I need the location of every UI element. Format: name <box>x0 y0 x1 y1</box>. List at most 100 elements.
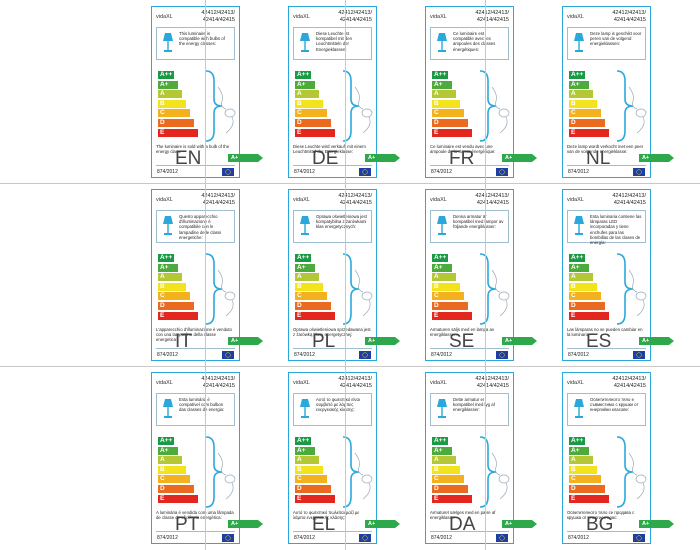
sold-with-text: Αυτό το φωτιστικό πωλείται μαζί με λάμπα… <box>293 510 360 521</box>
language-code: SE <box>449 331 475 352</box>
energy-class-bar: A <box>569 273 593 282</box>
regulation-number: 874/2012 <box>431 535 452 541</box>
energy-class-bar: A+ <box>158 446 178 455</box>
energy-class-bar: B <box>295 282 323 291</box>
label-cell-en: vidaXL 42412/42413/ 42414/42415 This lum… <box>75 0 263 183</box>
bulb-icon <box>628 269 647 317</box>
model-line-2: 42414/42415 <box>476 199 509 206</box>
grid-divider <box>485 0 486 550</box>
model-line-1: 42412/42413/ <box>475 193 509 199</box>
energy-class-bar: B <box>432 282 460 291</box>
compatibility-text: Осветителното тяло е съвместимо с крушки… <box>590 397 639 413</box>
compatibility-text: Questo apparecchio d'illuminazione è com… <box>179 214 222 240</box>
sold-class-label: A+ <box>639 337 669 345</box>
lamp-icon <box>437 216 447 235</box>
compatibility-box: Αυτό το φωτιστικό είναι συμβατό με λάμπε… <box>293 393 372 426</box>
model-line-2: 42414/42415 <box>613 382 646 389</box>
energy-class-bar: A++ <box>158 437 174 445</box>
lamp-icon <box>437 399 447 418</box>
energy-class-bar: D <box>569 302 605 310</box>
label-header: vidaXL 42412/42413/ 42414/42415 <box>156 10 235 26</box>
energy-class-bar: D <box>158 485 194 493</box>
energy-class-bar: C <box>569 109 601 118</box>
sold-with-text: Deze lamp wordt verkocht met een peer va… <box>567 144 644 155</box>
energy-class-bar: A <box>432 90 456 99</box>
lamp-icon <box>574 399 584 418</box>
energy-class-bar: C <box>158 292 190 301</box>
language-code: NL <box>586 148 611 169</box>
bulb-icon <box>491 86 510 134</box>
brand-name: vidaXL <box>293 14 310 20</box>
energy-class-bar: A+ <box>432 446 452 455</box>
energy-class-bar: E <box>569 128 609 137</box>
energy-class-bar: E <box>158 311 198 320</box>
model-line-2: 42414/42415 <box>202 382 235 389</box>
model-line-1: 42412/42413/ <box>338 10 372 16</box>
energy-label: vidaXL 42412/42413/ 42414/42415 Deze lam… <box>562 6 674 178</box>
model-line-2: 42414/42415 <box>476 382 509 389</box>
compatibility-box: Dette armatur er kompatibel med lyg af e… <box>430 393 509 426</box>
lamp-icon <box>163 399 173 418</box>
energy-label: vidaXL 42412/42413/ 42414/42415 Ce lumin… <box>425 6 537 178</box>
energy-scale: A++ A+ A B C D E <box>158 254 218 324</box>
sold-class-label: A+ <box>502 154 532 162</box>
sold-with-text: Осветителното тяло се продава с крушка о… <box>567 510 635 521</box>
energy-class-bar: D <box>158 302 194 310</box>
brand-name: vidaXL <box>293 380 310 386</box>
energy-scale: A++ A+ A B C D E <box>295 437 355 507</box>
energy-class-bar: A <box>295 90 319 99</box>
regulation-number: 874/2012 <box>294 535 315 541</box>
bulb-icon <box>354 86 373 134</box>
sold-with-text: Oprawa oświetleniowa sprzedawana jest z … <box>293 327 371 338</box>
model-line-2: 42414/42415 <box>476 16 509 23</box>
energy-scale: A++ A+ A B C D E <box>158 437 218 507</box>
sold-with-text: Las lámparas no se pueden cambiar en la … <box>567 327 643 338</box>
grid-divider <box>0 183 700 184</box>
energy-class-bar: A+ <box>569 263 589 272</box>
brand-name: vidaXL <box>156 380 173 386</box>
label-cell-pt: vidaXL 42412/42413/ 42414/42415 Esta lum… <box>75 366 263 550</box>
sold-class-arrow: A+ <box>228 520 266 528</box>
compatibility-box: This luminaire is compatible with bulbs … <box>156 27 235 60</box>
label-cell-de: vidaXL 42412/42413/ 42414/42415 Diese Le… <box>212 0 400 183</box>
compatibility-text: Dette armatur er kompatibel med lyg af e… <box>453 397 495 413</box>
model-numbers: 42412/42413/ 42414/42415 <box>338 193 372 206</box>
brand-name: vidaXL <box>430 380 447 386</box>
compatibility-text: Ce luminaire est compatible avec les amp… <box>453 31 496 52</box>
lamp-icon <box>574 216 584 235</box>
regulation-number: 874/2012 <box>431 169 452 175</box>
label-cell-se: vidaXL 42412/42413/ 42414/42415 Denna ar… <box>349 183 537 366</box>
model-line-1: 42412/42413/ <box>201 10 235 16</box>
compatibility-text: Deze lamp is geschikt voor peren van de … <box>590 31 642 47</box>
bulb-icon <box>217 269 236 317</box>
energy-class-bar: C <box>158 475 190 484</box>
energy-label: vidaXL 42412/42413/ 42414/42415 Denna ar… <box>425 189 537 361</box>
sold-class-arrow: A+ <box>639 337 677 345</box>
energy-class-bar: A <box>432 273 456 282</box>
energy-class-bar: C <box>432 292 464 301</box>
eu-flag-icon <box>359 351 371 359</box>
energy-class-bar: A <box>158 273 182 282</box>
energy-class-bar: A++ <box>432 254 448 262</box>
model-line-1: 42412/42413/ <box>338 193 372 199</box>
model-line-2: 42414/42415 <box>339 382 372 389</box>
regulation-number: 874/2012 <box>157 169 178 175</box>
lamp-icon <box>163 216 173 235</box>
energy-class-bar: A++ <box>158 254 174 262</box>
model-line-1: 42412/42413/ <box>201 193 235 199</box>
energy-label: vidaXL 42412/42413/ 42414/42415 Αυτό το … <box>288 372 400 544</box>
bulb-icon <box>354 452 373 500</box>
energy-scale: A++ A+ A B C D E <box>432 71 492 141</box>
energy-class-bar: B <box>158 465 186 474</box>
model-line-1: 42412/42413/ <box>612 193 646 199</box>
energy-class-bar: B <box>432 99 460 108</box>
energy-class-bar: A++ <box>295 71 311 79</box>
energy-class-bar: D <box>432 485 468 493</box>
sold-class-arrow: A+ <box>502 520 540 528</box>
regulation-number: 874/2012 <box>157 535 178 541</box>
model-line-2: 42414/42415 <box>613 199 646 206</box>
sold-class-arrow: A+ <box>228 337 266 345</box>
sold-class-label: A+ <box>365 520 395 528</box>
sold-class-label: A+ <box>502 337 532 345</box>
